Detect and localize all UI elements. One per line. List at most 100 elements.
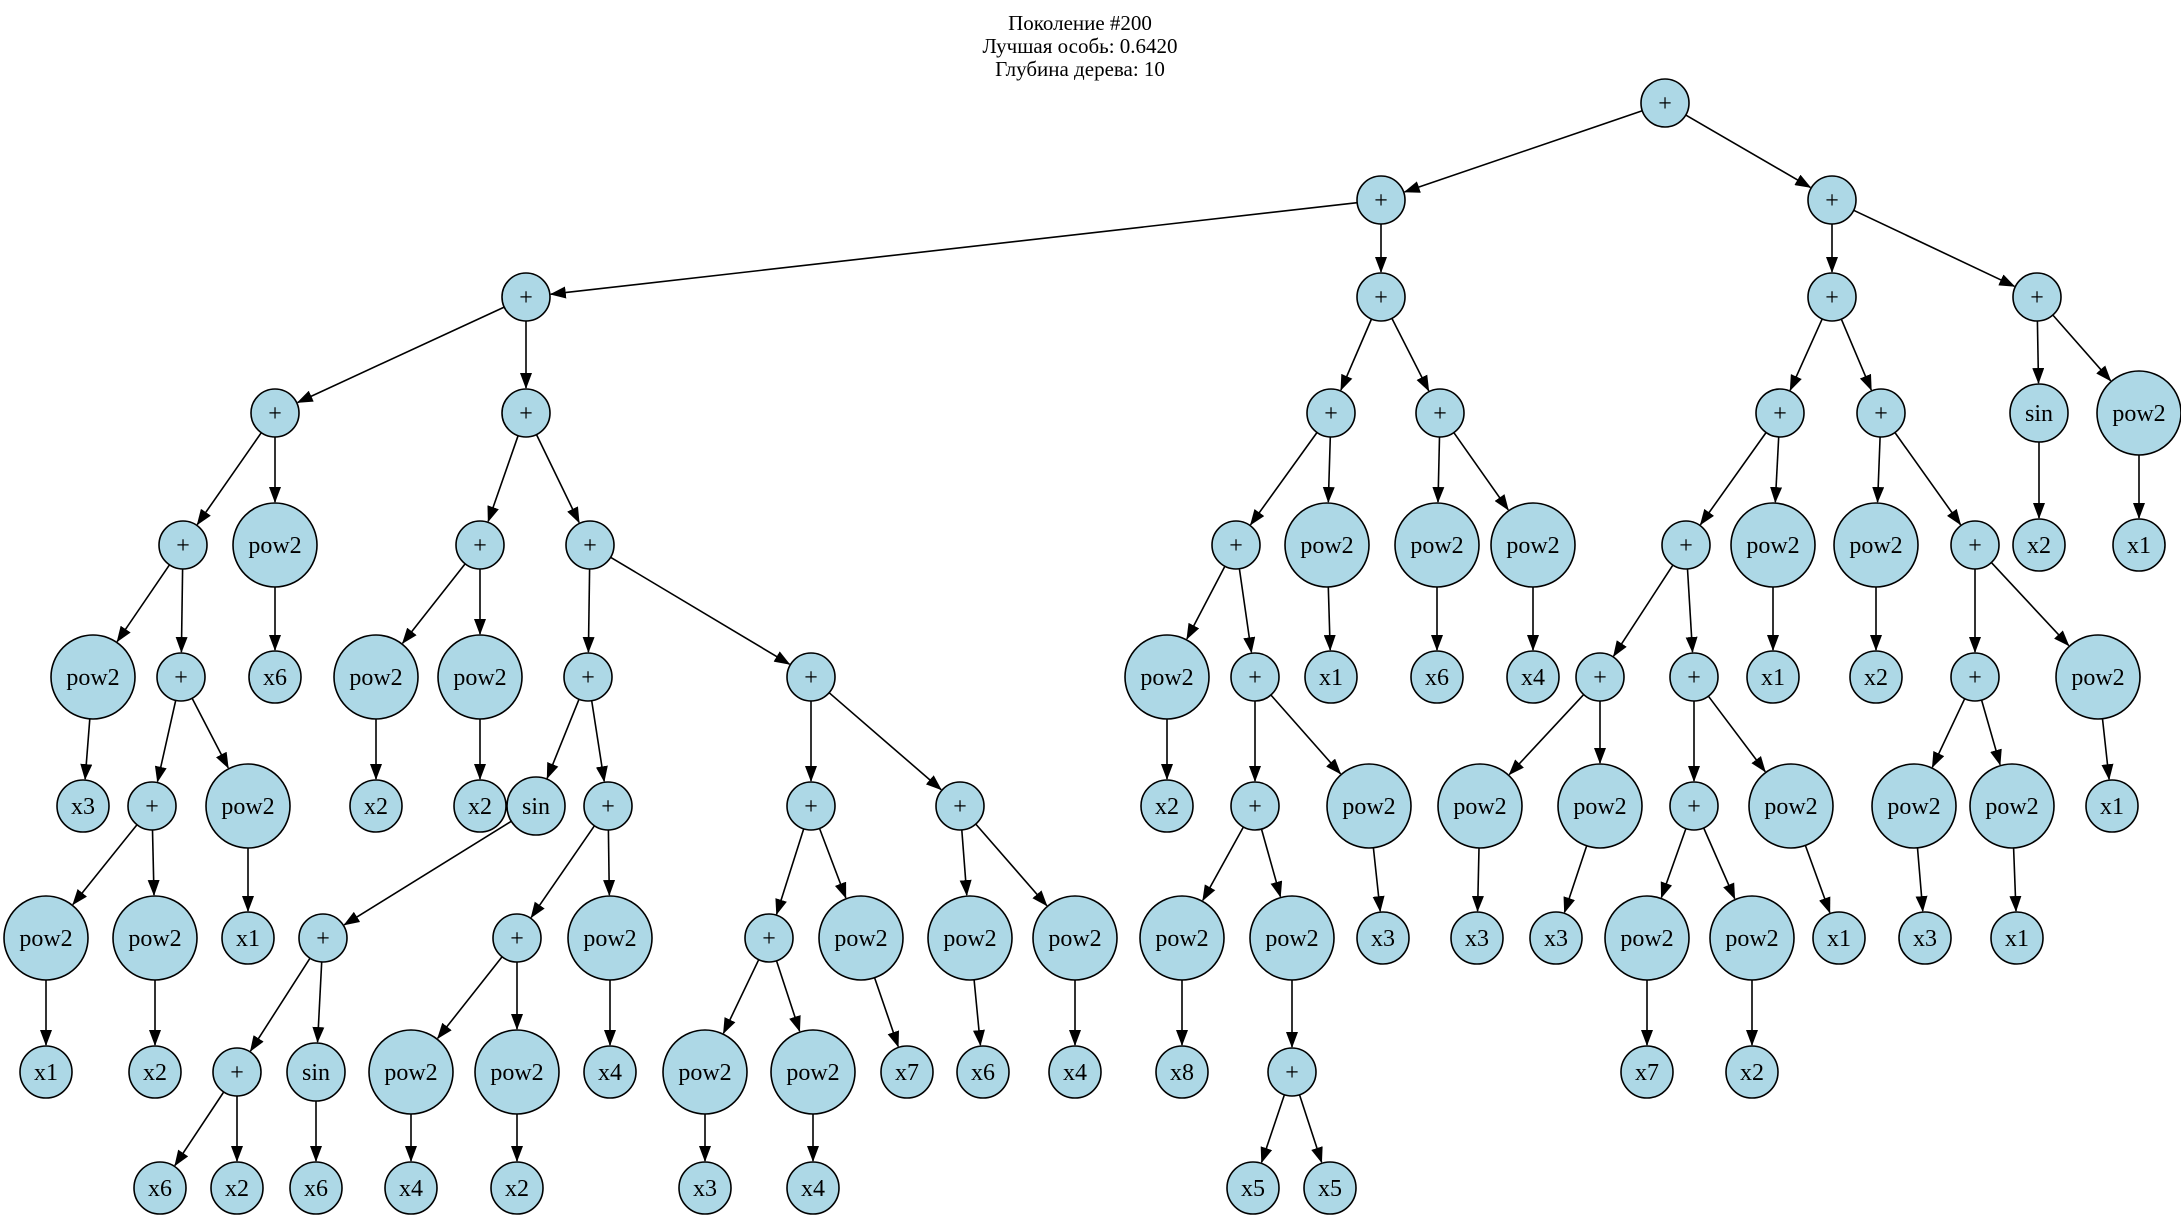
tree-node: pow2 <box>1249 895 1335 981</box>
node-circle <box>1249 895 1335 981</box>
node-circle <box>1833 502 1919 588</box>
tree-edge <box>1372 847 1385 913</box>
node-circle <box>935 781 985 831</box>
tree-node: pow2 <box>1833 502 1919 588</box>
tree-edge <box>401 563 466 644</box>
tree-node: x6 <box>133 1161 187 1215</box>
node-label: x4 <box>598 1060 622 1086</box>
node-label: pow2 <box>583 926 636 952</box>
node-label: + <box>1968 665 1982 691</box>
tree-node: x1 <box>221 911 275 965</box>
tree-node: pow2 <box>770 1029 856 1115</box>
node-label: x1 <box>2005 926 2029 952</box>
node-circle <box>1725 1045 1779 1099</box>
node-circle <box>1124 634 1210 720</box>
tree-node: x3 <box>678 1161 732 1215</box>
tree-node: + <box>1640 78 1690 128</box>
tree-node: + <box>1755 388 1805 438</box>
tree-node: pow2 <box>927 895 1013 981</box>
tree-node: x2 <box>349 779 403 833</box>
node-circle <box>368 1029 454 1115</box>
node-circle <box>210 1161 264 1215</box>
tree-edge <box>1403 110 1643 193</box>
tree-edge <box>1391 318 1430 392</box>
tree-node: x6 <box>956 1045 1010 1099</box>
tree-edge <box>1990 562 2070 647</box>
node-label: + <box>804 794 818 820</box>
node-circle <box>1669 781 1719 831</box>
node-circle <box>1490 502 1576 588</box>
tree-node: x1 <box>2085 779 2139 833</box>
node-label: + <box>230 1060 244 1086</box>
node-circle <box>128 1045 182 1099</box>
tree-node: + <box>250 388 300 438</box>
tree-node: + <box>1807 272 1857 322</box>
tree-node: + <box>2012 272 2062 322</box>
tree-node: x2 <box>490 1161 544 1215</box>
node-circle <box>1230 781 1280 831</box>
node-label: + <box>1773 401 1787 427</box>
node-label: + <box>2030 285 2044 311</box>
node-label: x1 <box>2100 794 2124 820</box>
node-circle <box>770 1029 856 1115</box>
tree-edge <box>1453 432 1509 511</box>
tree-edge <box>1432 436 1445 503</box>
tree-edge <box>1508 694 1585 776</box>
node-circle <box>2012 518 2066 572</box>
node-label: pow2 <box>19 926 72 952</box>
node-circle <box>583 1045 637 1099</box>
node-label: x2 <box>143 1060 167 1086</box>
tree-node: + <box>1356 272 1406 322</box>
node-circle <box>1812 911 1866 965</box>
tree-node: x3 <box>1529 911 1583 965</box>
tree-node: + <box>501 272 551 322</box>
node-label: + <box>1229 533 1243 559</box>
tree-node: x1 <box>1812 911 1866 965</box>
tree-edge <box>1260 828 1283 898</box>
tree-edge <box>1770 436 1783 504</box>
tree-node: x5 <box>1226 1161 1280 1215</box>
tree-node: x6 <box>1410 650 1464 704</box>
node-circle <box>158 520 208 570</box>
node-label: + <box>1248 665 1262 691</box>
tree-node: + <box>212 1047 262 1097</box>
tree-edge <box>2101 718 2114 781</box>
node-circle <box>1437 763 1523 849</box>
tree-edge <box>582 568 595 653</box>
node-circle <box>1450 911 1504 965</box>
node-circle <box>1415 388 1465 438</box>
tree-node: pow2 <box>818 895 904 981</box>
node-circle <box>212 1047 262 1097</box>
node-label: + <box>1968 533 1982 559</box>
tree-edge <box>437 956 503 1040</box>
node-label: pow2 <box>1506 533 1559 559</box>
tree-edge <box>828 692 942 791</box>
node-label: x1 <box>1761 665 1785 691</box>
node-circle <box>1969 763 2055 849</box>
tree-node: x2 <box>1725 1045 1779 1099</box>
node-circle <box>1755 388 1805 438</box>
tree-edge <box>1702 827 1736 900</box>
tree-node: + <box>1807 175 1857 225</box>
node-circle <box>248 650 302 704</box>
node-circle <box>1267 1047 1317 1097</box>
node-label: + <box>174 665 188 691</box>
node-circle <box>786 781 836 831</box>
tree-edge <box>546 699 580 780</box>
node-circle <box>1230 652 1280 702</box>
tree-node: pow2 <box>1139 895 1225 981</box>
node-circle <box>501 388 551 438</box>
node-circle <box>232 502 318 588</box>
node-label: + <box>268 401 282 427</box>
node-label: x3 <box>1371 926 1395 952</box>
tree-node: + <box>583 781 633 831</box>
node-label: x2 <box>2027 533 2051 559</box>
tree-node: + <box>1950 520 2000 570</box>
node-circle <box>1898 911 1952 965</box>
node-circle <box>786 652 836 702</box>
node-circle <box>19 1045 73 1099</box>
node-label: x8 <box>1170 1060 1194 1086</box>
node-label: + <box>1285 1060 1299 1086</box>
tree-node: x2 <box>1140 779 1194 833</box>
